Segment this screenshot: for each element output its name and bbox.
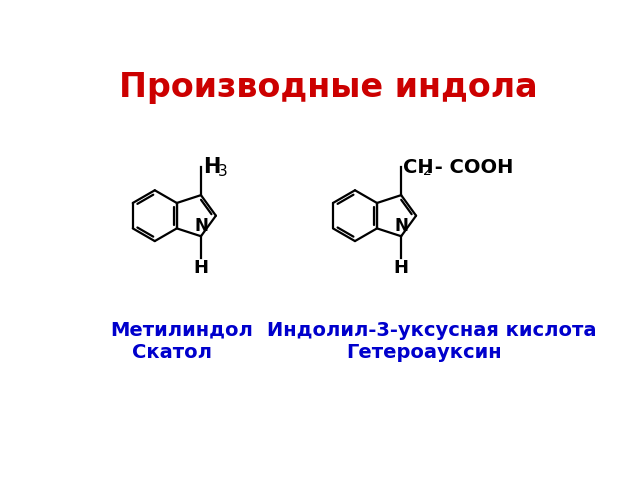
Text: CH: CH [403, 157, 434, 177]
Text: Производные индола: Производные индола [118, 71, 538, 104]
Text: H: H [193, 259, 209, 277]
Text: N: N [394, 217, 408, 236]
Text: H: H [204, 157, 221, 177]
Text: N: N [194, 217, 208, 236]
Text: H: H [394, 259, 409, 277]
Text: 2: 2 [422, 164, 431, 178]
Text: Гетероауксин: Гетероауксин [346, 343, 502, 361]
Text: - COOH: - COOH [428, 157, 513, 177]
Text: Метилиндол: Метилиндол [110, 321, 253, 340]
Text: Индолил-3-уксусная кислота: Индолил-3-уксусная кислота [268, 321, 596, 340]
Text: 3: 3 [218, 164, 228, 179]
Text: Скатол: Скатол [132, 343, 212, 361]
